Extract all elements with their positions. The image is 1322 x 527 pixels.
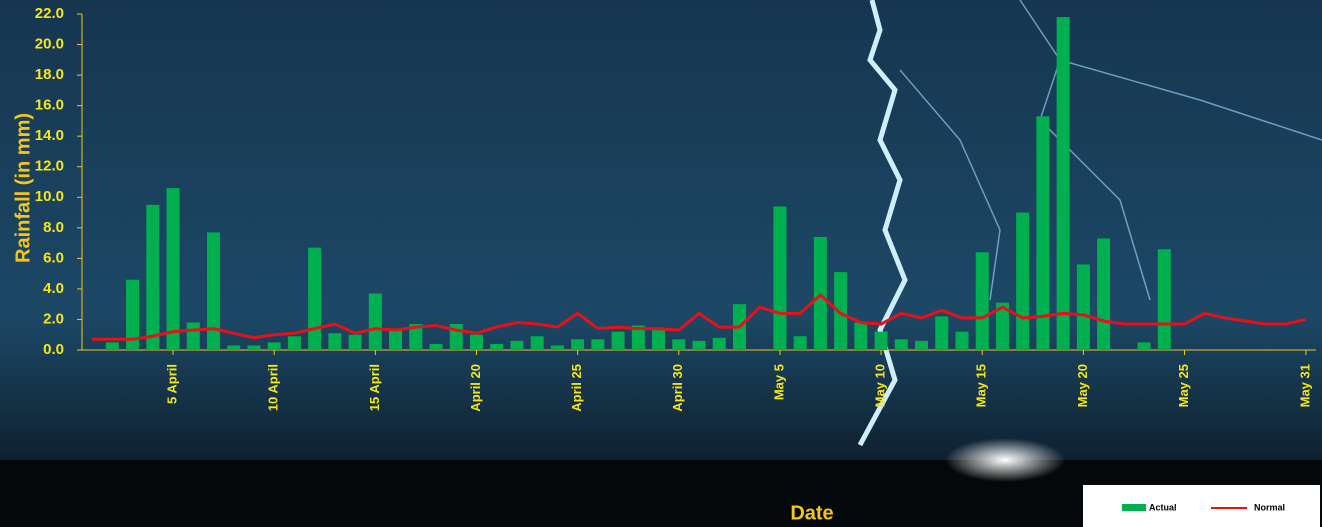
bar [490, 344, 503, 350]
legend-swatch [1122, 504, 1146, 511]
bar [955, 332, 968, 350]
bar [369, 293, 382, 350]
chart: Rainfall (in mm) Date 0.0 2.0 4.0 6.0 8.0 10.… [0, 0, 1322, 527]
bar [349, 335, 362, 350]
x-tick-label: 10 April [266, 364, 281, 411]
light-glow [945, 438, 1065, 482]
bar [1016, 213, 1029, 350]
legend-label: Actual [1149, 502, 1177, 512]
x-tick-label: 5 April [164, 364, 179, 404]
bar [430, 344, 443, 350]
bar [571, 339, 584, 350]
x-tick-label: April 30 [670, 364, 685, 412]
y-tick-label: 22.0 [35, 5, 64, 22]
bar [693, 341, 706, 350]
bar [288, 336, 301, 350]
background [0, 0, 1322, 527]
bar [531, 336, 544, 350]
x-tick-label: May 31 [1297, 364, 1312, 407]
x-tick-label: May 5 [771, 364, 786, 400]
bar [106, 342, 119, 350]
bar [470, 335, 483, 350]
y-tick-label: 2.0 [43, 310, 64, 327]
x-axis-title: Date [790, 502, 833, 524]
y-tick-label: 0.0 [43, 341, 64, 358]
bar [510, 341, 523, 350]
bar [976, 252, 989, 350]
x-tick-label: April 25 [569, 364, 584, 412]
y-axis-title: Rainfall (in mm) [12, 113, 34, 263]
bar [591, 339, 604, 350]
y-tick-label: 10.0 [35, 188, 64, 205]
bar [146, 205, 159, 350]
bar [1077, 264, 1090, 350]
bar [227, 345, 240, 350]
legend-label: Normal [1254, 502, 1285, 512]
x-tick-label: May 25 [1176, 364, 1191, 407]
y-tick-label: 6.0 [43, 249, 64, 266]
bar [935, 316, 948, 350]
bar [854, 323, 867, 350]
bar [875, 332, 888, 350]
y-tick-label: 4.0 [43, 280, 64, 297]
bar [389, 329, 402, 350]
bar [551, 345, 564, 350]
y-tick-label: 14.0 [35, 127, 64, 144]
x-tick-label: May 10 [873, 364, 888, 407]
bar [308, 248, 321, 350]
x-tick-label: May 20 [1075, 364, 1090, 407]
bar [1158, 249, 1171, 350]
y-tick-label: 18.0 [35, 66, 64, 83]
y-tick-label: 16.0 [35, 97, 64, 114]
x-tick-label: 15 April [367, 364, 382, 411]
bar [1097, 239, 1110, 350]
x-tick-label: May 15 [974, 364, 989, 407]
bar [167, 188, 180, 350]
bar [672, 339, 685, 350]
bar [895, 339, 908, 350]
bar [247, 345, 260, 350]
bar [328, 333, 341, 350]
bar [187, 323, 200, 350]
bar [1138, 342, 1151, 350]
x-tick-label: April 20 [468, 364, 483, 412]
bar [652, 330, 665, 350]
bar [1057, 17, 1070, 350]
y-tick-label: 8.0 [43, 219, 64, 236]
page: Rainfall (in mm) Date 0.0 2.0 4.0 6.0 8.0 10.… [0, 0, 1322, 527]
bar [612, 332, 625, 350]
bar [773, 206, 786, 350]
bar [207, 232, 220, 350]
bar [713, 338, 726, 350]
bar [268, 342, 281, 350]
bar [794, 336, 807, 350]
y-tick-label: 12.0 [35, 158, 64, 175]
y-tick-label: 20.0 [35, 36, 64, 53]
bar [915, 341, 928, 350]
